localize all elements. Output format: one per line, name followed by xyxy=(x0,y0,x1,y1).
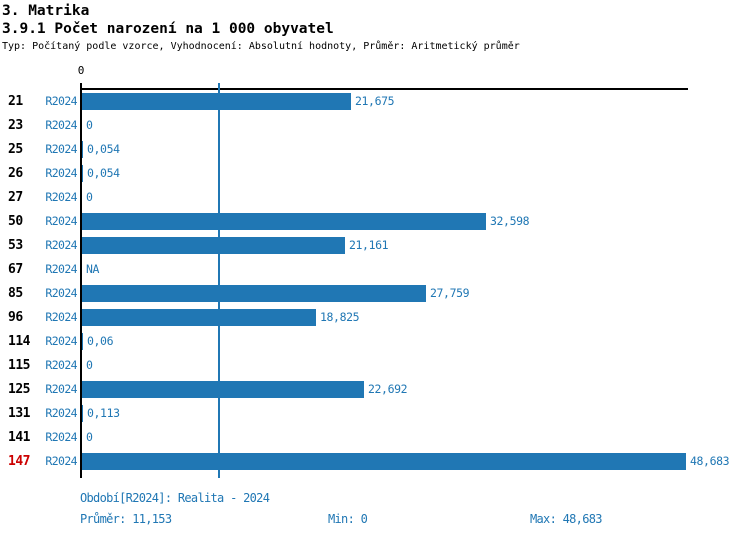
chart-row-23: 23 R2024 0 xyxy=(0,117,750,134)
row-category-label: 131 xyxy=(8,406,30,421)
row-value-label: 0,054 xyxy=(87,166,120,180)
row-category-label: 27 xyxy=(8,190,23,205)
row-value-label: 32,598 xyxy=(490,214,530,228)
row-value-label: 21,161 xyxy=(349,238,389,252)
chart-row-67: 67 R2024 NA xyxy=(0,261,750,278)
row-period-label: R2024 xyxy=(45,430,77,444)
row-category-label: 96 xyxy=(8,310,23,325)
row-category-label: 125 xyxy=(8,382,30,397)
row-category-label: 26 xyxy=(8,166,23,181)
value-bar xyxy=(82,141,83,158)
chart-row-25: 25 R2024 0,054 xyxy=(0,141,750,158)
chart-row-53: 53 R2024 21,161 xyxy=(0,237,750,254)
row-value-label: 0 xyxy=(86,358,93,372)
x-axis-top-rule xyxy=(80,88,688,90)
row-period-label: R2024 xyxy=(45,94,77,108)
value-bar xyxy=(82,237,345,254)
chart-row-114: 114 R2024 0,06 xyxy=(0,333,750,350)
row-category-label: 25 xyxy=(8,142,23,157)
row-value-label: 21,675 xyxy=(355,94,395,108)
row-period-label: R2024 xyxy=(45,382,77,396)
value-bar xyxy=(82,333,83,350)
row-period-label: R2024 xyxy=(45,334,77,348)
row-period-label: R2024 xyxy=(45,406,77,420)
row-value-label: 22,692 xyxy=(368,382,408,396)
value-bar xyxy=(82,453,686,470)
chart-row-50: 50 R2024 32,598 xyxy=(0,213,750,230)
chart-row-85: 85 R2024 27,759 xyxy=(0,285,750,302)
value-bar xyxy=(82,213,486,230)
chart-row-147: 147 R2024 48,683 xyxy=(0,453,750,470)
row-category-label: 53 xyxy=(8,238,23,253)
y-axis-line xyxy=(80,83,82,478)
row-period-label: R2024 xyxy=(45,142,77,156)
row-category-label: 114 xyxy=(8,334,30,349)
row-value-label: 48,683 xyxy=(690,454,730,468)
row-value-label: 0 xyxy=(86,118,93,132)
chart-row-21: 21 R2024 21,675 xyxy=(0,93,750,110)
chart-row-27: 27 R2024 0 xyxy=(0,189,750,206)
row-category-label: 85 xyxy=(8,286,23,301)
row-value-label: 0 xyxy=(86,190,93,204)
chart-row-131: 131 R2024 0,113 xyxy=(0,405,750,422)
row-category-label: 141 xyxy=(8,430,30,445)
bar-chart: 0 21 R2024 21,675 23 R2024 0 25 R2024 0,054 26 R20… xyxy=(0,64,750,478)
row-period-label: R2024 xyxy=(45,358,77,372)
section-title: 3. Matrika xyxy=(2,3,90,19)
value-bar xyxy=(82,285,426,302)
row-category-label: 21 xyxy=(8,94,23,109)
row-category-label: 67 xyxy=(8,262,23,277)
row-value-label: 0,054 xyxy=(87,142,120,156)
mean-stat: Průměr: 11,153 xyxy=(80,512,172,526)
mean-line xyxy=(218,83,220,478)
row-period-label: R2024 xyxy=(45,286,77,300)
row-category-label: 115 xyxy=(8,358,30,373)
min-stat: Min: 0 xyxy=(328,512,368,526)
indicator-meta: Typ: Počítaný podle vzorce, Vyhodnocení:… xyxy=(2,41,520,52)
row-category-label: 50 xyxy=(8,214,23,229)
row-period-label: R2024 xyxy=(45,166,77,180)
row-period-label: R2024 xyxy=(45,190,77,204)
row-period-label: R2024 xyxy=(45,454,77,468)
value-bar xyxy=(82,165,83,182)
row-period-label: R2024 xyxy=(45,262,77,276)
row-category-label: 147 xyxy=(8,454,30,469)
row-value-label: NA xyxy=(86,262,100,276)
row-value-label: 18,825 xyxy=(320,310,360,324)
chart-row-115: 115 R2024 0 xyxy=(0,357,750,374)
period-label: Období[R2024]: Realita - 2024 xyxy=(80,491,270,505)
row-period-label: R2024 xyxy=(45,238,77,252)
row-value-label: 27,759 xyxy=(430,286,470,300)
chart-row-141: 141 R2024 0 xyxy=(0,429,750,446)
row-category-label: 23 xyxy=(8,118,23,133)
row-period-label: R2024 xyxy=(45,118,77,132)
value-bar xyxy=(82,381,364,398)
x-axis-zero-tick-label: 0 xyxy=(77,64,85,77)
chart-row-96: 96 R2024 18,825 xyxy=(0,309,750,326)
chart-row-125: 125 R2024 22,692 xyxy=(0,381,750,398)
row-period-label: R2024 xyxy=(45,310,77,324)
row-period-label: R2024 xyxy=(45,214,77,228)
row-value-label: 0,113 xyxy=(87,406,120,420)
row-value-label: 0,06 xyxy=(87,334,114,348)
row-value-label: 0 xyxy=(86,430,93,444)
max-stat: Max: 48,683 xyxy=(530,512,602,526)
value-bar xyxy=(82,93,351,110)
chart-row-26: 26 R2024 0,054 xyxy=(0,165,750,182)
value-bar xyxy=(82,309,316,326)
value-bar xyxy=(82,405,83,422)
indicator-title: 3.9.1 Počet narození na 1 000 obyvatel xyxy=(2,21,334,37)
